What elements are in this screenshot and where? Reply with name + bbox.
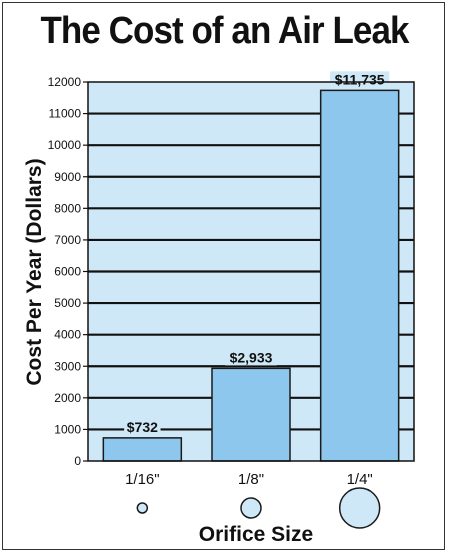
data-label-background	[330, 71, 390, 88]
bar	[211, 367, 291, 462]
x-tick-label: 1/4"	[347, 471, 373, 488]
y-tick-label: 4000	[54, 328, 81, 342]
y-tick-label: 5000	[54, 296, 81, 310]
bar	[319, 89, 400, 462]
data-labels: $732 $2,933 $11,735	[124, 71, 390, 435]
chart-title: The Cost of an Air Leak	[40, 10, 409, 52]
y-tick-label: 12000	[48, 75, 82, 89]
orifice-circle	[136, 502, 149, 514]
y-tick-label: 8000	[54, 201, 81, 215]
bars	[102, 89, 400, 462]
y-tick-label: 11000	[49, 107, 82, 121]
orifice-circles	[136, 487, 381, 529]
x-axis-label: Orifice Size	[199, 523, 313, 546]
y-tick-label: 1000	[54, 422, 81, 436]
y-tick-label: 10000	[48, 138, 82, 152]
data-label-background	[225, 349, 277, 366]
y-tick-label: 6000	[54, 265, 81, 279]
y-tick-label: 3000	[54, 359, 81, 373]
orifice-circle	[338, 487, 381, 529]
data-label: $11,735	[335, 71, 385, 87]
y-tick-labels: 0 1000 2000 3000 4000 5000 6000 7000 8000 9000 100…	[48, 75, 88, 468]
x-tick-label: 1/16"	[125, 471, 160, 488]
y-tick-label: 7000	[54, 233, 81, 247]
orifice-circle	[240, 497, 262, 519]
x-tick-labels: 1/16" 1/8" 1/4"	[125, 471, 373, 488]
data-label: $732	[127, 419, 158, 435]
y-axis-label: Cost Per Year (Dollars)	[23, 158, 46, 385]
y-tick-label: 2000	[54, 391, 81, 405]
plot-border	[87, 81, 415, 462]
data-label: $2,933	[230, 349, 273, 365]
x-tick-label: 1/8"	[238, 471, 264, 488]
data-label-background	[124, 418, 161, 435]
y-tick-label: 0	[74, 454, 81, 468]
y-tick-label: 9000	[54, 170, 81, 184]
bar	[102, 437, 183, 462]
